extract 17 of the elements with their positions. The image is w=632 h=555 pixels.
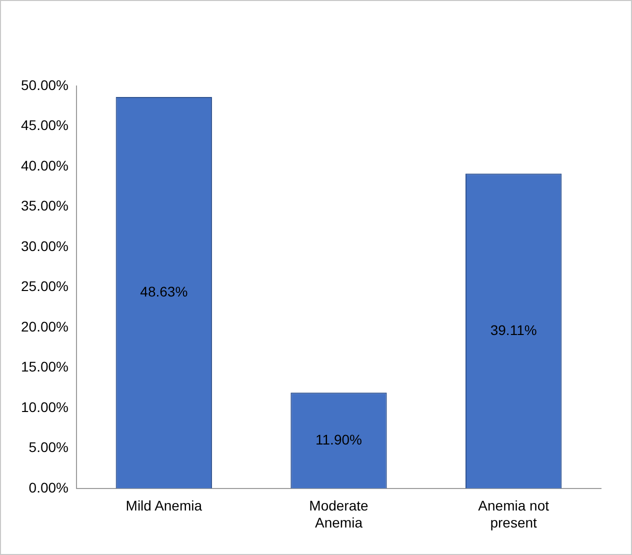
y-tick-label: 20.00% — [21, 318, 68, 334]
data-label: 39.11% — [490, 322, 537, 338]
y-tick-label: 0.00% — [28, 479, 68, 496]
y-tick-label: 30.00% — [21, 238, 68, 254]
y-tick-label: 45.00% — [21, 117, 68, 134]
y-tick-label: 25.00% — [21, 278, 68, 294]
data-label: 11.90% — [316, 431, 362, 448]
x-tick-label: Mild Anemia — [126, 498, 202, 514]
y-tick-label: 5.00% — [28, 439, 68, 456]
y-tick-label: 40.00% — [21, 157, 68, 174]
y-tick-label: 15.00% — [21, 358, 68, 375]
y-tick-label: 50.00% — [21, 76, 68, 93]
y-tick-label: 10.00% — [21, 398, 68, 415]
x-tick-label: Moderate Anemia — [309, 498, 369, 530]
data-label: 48.63% — [140, 284, 188, 300]
y-tick-label: 35.00% — [21, 198, 68, 214]
x-tick-label: Anemia not present — [478, 498, 550, 530]
